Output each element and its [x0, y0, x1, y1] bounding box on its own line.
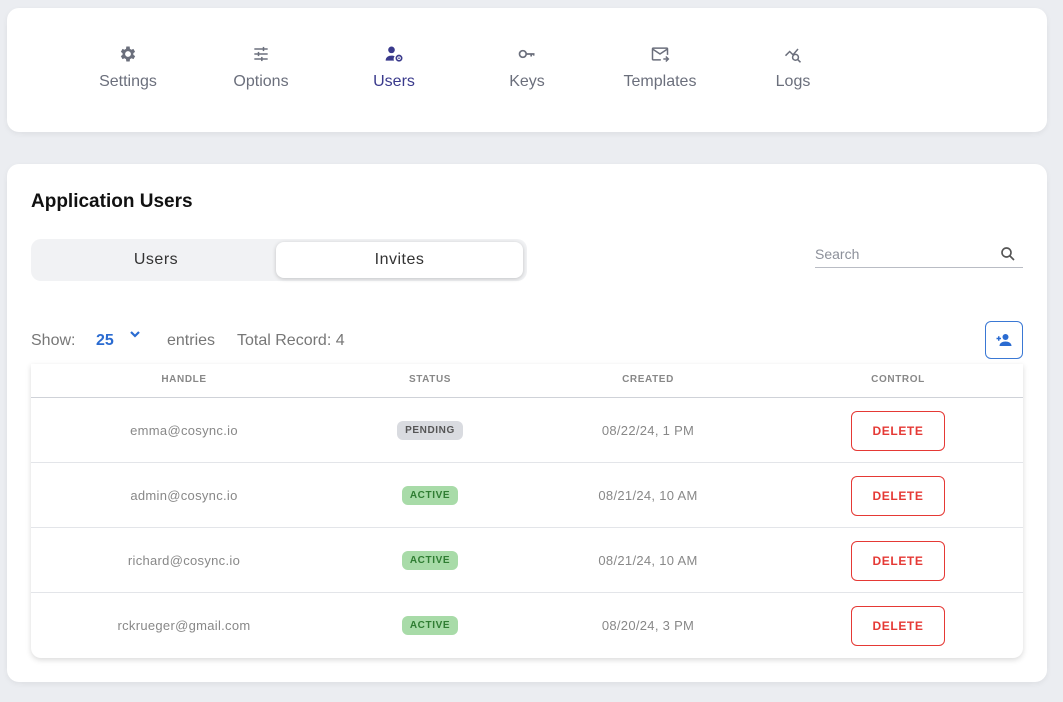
tab-users[interactable]: Users	[133, 251, 179, 268]
sliders-icon	[254, 46, 268, 62]
table-row: admin@cosync.io ACTIVE 08/21/24, 10 AM D…	[31, 463, 1023, 528]
nav-label-users: Users	[373, 73, 415, 90]
nav-label-settings: Settings	[99, 73, 157, 90]
key-icon	[518, 49, 535, 59]
nav-label-keys: Keys	[509, 73, 545, 90]
delete-button[interactable]: DELETE	[851, 540, 945, 581]
top-nav: Settings Options Users Keys Templates Lo…	[7, 8, 1047, 132]
table-header: HANDLE STATUS CREATED CONTROL	[31, 364, 1023, 398]
cell-handle: rckrueger@gmail.com	[117, 618, 251, 633]
cell-control: DELETE	[773, 528, 1023, 593]
delete-button[interactable]: DELETE	[851, 605, 945, 646]
cell-status: ACTIVE	[337, 593, 523, 658]
nav-label-logs: Logs	[775, 73, 811, 90]
chart-search-icon	[784, 48, 802, 63]
search-box	[815, 244, 1023, 268]
status-badge: ACTIVE	[401, 486, 459, 505]
cell-created: 08/21/24, 10 AM	[598, 488, 698, 503]
users-invites-toggle: Users Invites	[31, 239, 527, 281]
status-badge: ACTIVE	[401, 551, 459, 570]
show-label: Show:	[31, 332, 76, 349]
add-user-button[interactable]	[985, 321, 1023, 359]
nav-item-templates[interactable]: Templates	[605, 44, 715, 91]
cell-created: 08/22/24, 1 PM	[601, 423, 695, 438]
mail-forward-icon	[651, 47, 670, 63]
search-icon[interactable]	[999, 245, 1017, 263]
user-gear-icon	[385, 46, 403, 62]
header-control: CONTROL	[871, 374, 925, 385]
gear-icon	[120, 46, 136, 62]
table-row: emma@cosync.io PENDING 08/22/24, 1 PM DE…	[31, 398, 1023, 463]
entries-count-select[interactable]: 25	[96, 332, 114, 349]
table-row: rckrueger@gmail.com ACTIVE 08/20/24, 3 P…	[31, 593, 1023, 658]
header-handle: HANDLE	[161, 374, 207, 385]
cell-control: DELETE	[773, 463, 1023, 528]
search-input[interactable]	[815, 244, 985, 264]
cell-handle: admin@cosync.io	[130, 488, 238, 503]
total-records: Total Record: 4	[237, 332, 345, 349]
cell-control: DELETE	[773, 593, 1023, 658]
nav-item-logs[interactable]: Logs	[738, 44, 848, 91]
cell-status: ACTIVE	[337, 528, 523, 593]
table-row: richard@cosync.io ACTIVE 08/21/24, 10 AM…	[31, 528, 1023, 593]
page-title: Application Users	[31, 191, 193, 212]
cell-handle: richard@cosync.io	[127, 553, 241, 568]
entries-label: entries	[167, 332, 216, 349]
delete-button[interactable]: DELETE	[851, 410, 945, 451]
chevron-down-icon[interactable]	[129, 329, 141, 339]
nav-label-options: Options	[233, 73, 289, 90]
cell-created: 08/21/24, 10 AM	[598, 553, 698, 568]
header-status: STATUS	[408, 374, 452, 385]
status-badge: PENDING	[397, 421, 463, 440]
nav-item-keys[interactable]: Keys	[472, 44, 582, 91]
nav-item-users[interactable]: Users	[339, 44, 449, 91]
cell-status: PENDING	[337, 398, 523, 463]
nav-item-options[interactable]: Options	[206, 44, 316, 91]
tab-invites[interactable]: Invites	[276, 242, 523, 278]
users-table: HANDLE STATUS CREATED CONTROL emma@cosyn…	[31, 364, 1023, 658]
cell-created: 08/20/24, 3 PM	[601, 618, 695, 633]
nav-label-templates: Templates	[623, 73, 697, 90]
users-panel: Application Users Users Invites Show: 25…	[7, 164, 1047, 682]
cell-handle: emma@cosync.io	[130, 423, 238, 438]
cell-control: DELETE	[773, 398, 1023, 463]
add-user-icon	[996, 334, 1012, 346]
delete-button[interactable]: DELETE	[851, 475, 945, 516]
cell-status: ACTIVE	[337, 463, 523, 528]
header-created: CREATED	[622, 374, 674, 385]
nav-item-settings[interactable]: Settings	[73, 44, 183, 91]
status-badge: ACTIVE	[401, 616, 459, 635]
